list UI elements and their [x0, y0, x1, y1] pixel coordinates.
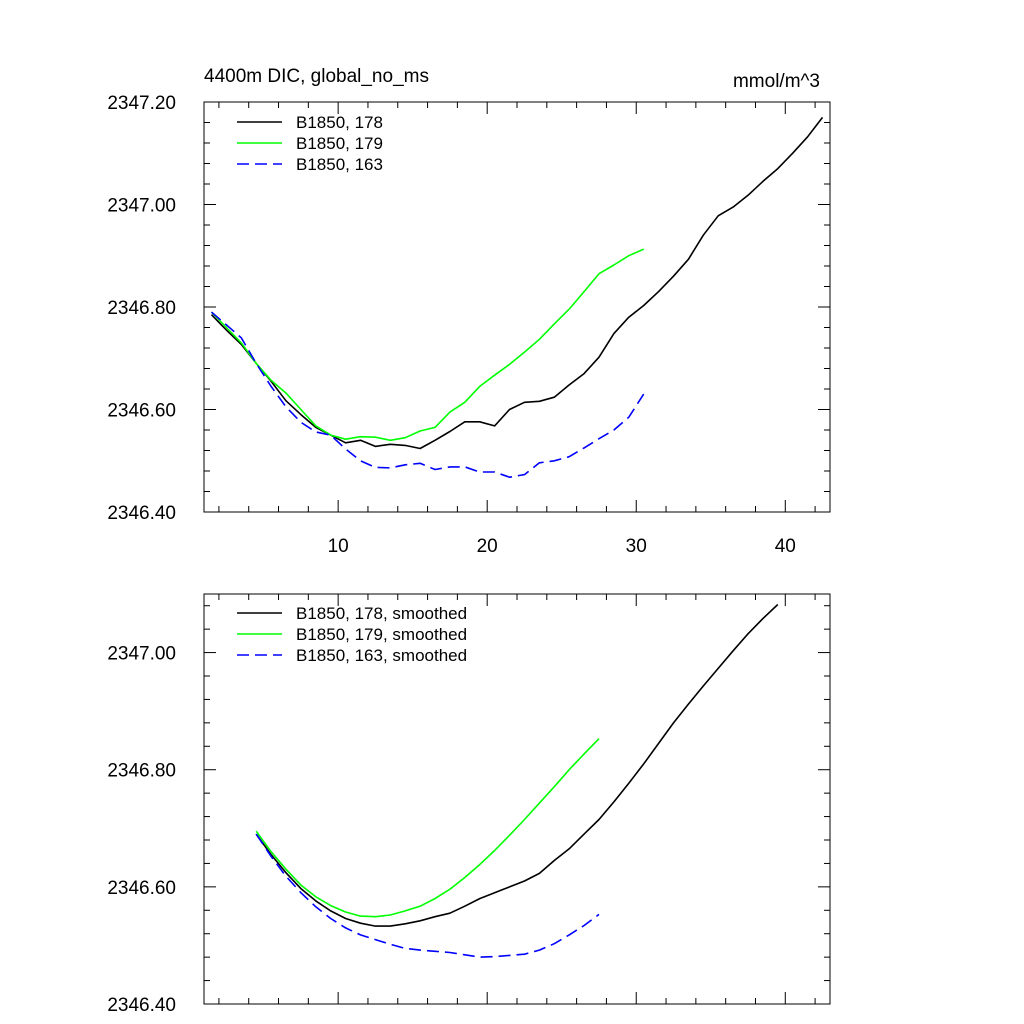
- top-panel-legend: B1850, 178 B1850, 179 B1850, 163: [237, 113, 383, 174]
- bottom-panel-frame: [203, 593, 831, 1005]
- top-panel-title: 4400m DIC, global_no_ms: [204, 66, 429, 87]
- top-series-line-0: [210, 116, 824, 450]
- bottom-series-line-2: [255, 833, 600, 958]
- bottom-series-line-1: [255, 738, 600, 918]
- top-y-tick-label: 2346.40: [107, 503, 176, 524]
- bottom-series-line-0: [255, 603, 779, 927]
- top-y-tick-label: 2346.80: [107, 298, 176, 319]
- bottom-y-tick-label: 2347.00: [107, 644, 176, 665]
- top-legend-label-0: B1850, 178: [296, 113, 383, 132]
- top-y-tick-label: 2346.60: [107, 401, 176, 422]
- bottom-legend-label-2: B1850, 163, smoothed: [296, 646, 467, 665]
- top-series-line-2: [210, 311, 645, 479]
- top-panel: 4400m DIC, global_no_ms mmol/m^3 10 20 30 4…: [107, 66, 831, 557]
- bottom-legend-label-0: B1850, 178, smoothed: [296, 604, 467, 623]
- bottom-y-tick-label: 2346.80: [107, 761, 176, 782]
- bottom-panel-ticks: 2346.40 2346.60 2346.80 2347.00: [107, 594, 830, 1016]
- top-series-line-1: [210, 248, 645, 442]
- top-panel-ticks: 10 20 30 40 2346.40 2346.60 2346.80 2347.00 2347…: [107, 93, 830, 557]
- bottom-y-tick-label: 2346.60: [107, 878, 176, 899]
- top-x-tick-label: 10: [328, 536, 349, 557]
- bottom-y-tick-label: 2346.40: [107, 995, 176, 1016]
- bottom-legend-label-1: B1850, 179, smoothed: [296, 625, 467, 644]
- top-x-tick-label: 20: [477, 536, 498, 557]
- bottom-panel: 2346.40 2346.60 2346.80 2347.00 B1850, 178,…: [107, 593, 831, 1016]
- top-panel-units: mmol/m^3: [733, 71, 820, 92]
- bottom-panel-series: [255, 603, 779, 958]
- top-panel-series: [210, 116, 824, 479]
- top-legend-label-2: B1850, 163: [296, 155, 383, 174]
- top-x-tick-label: 30: [626, 536, 647, 557]
- top-y-tick-label: 2347.00: [107, 196, 176, 217]
- bottom-panel-legend: B1850, 178, smoothed B1850, 179, smoothed…: [237, 604, 467, 665]
- top-panel-frame: [203, 101, 831, 513]
- top-y-tick-label: 2347.20: [107, 93, 176, 114]
- top-x-tick-label: 40: [775, 536, 796, 557]
- top-legend-label-1: B1850, 179: [296, 134, 383, 153]
